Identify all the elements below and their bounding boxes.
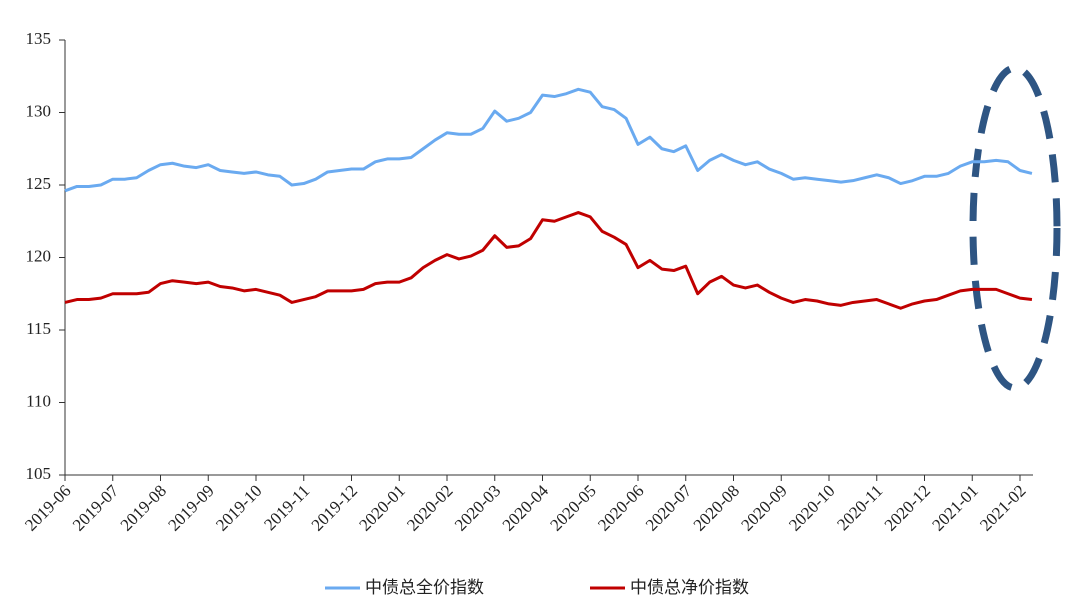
x-tick-label: 2020-11 xyxy=(833,481,886,534)
x-tick-label: 2020-08 xyxy=(690,481,744,535)
x-tick-label: 2020-03 xyxy=(451,481,505,535)
y-tick-label: 130 xyxy=(26,101,52,120)
series-line xyxy=(64,211,1033,310)
y-tick-label: 120 xyxy=(26,246,52,265)
highlight-ellipse xyxy=(969,64,1061,392)
y-tick-label: 115 xyxy=(26,319,51,338)
x-tick-label: 2019-10 xyxy=(212,481,266,535)
x-tick-label: 2020-04 xyxy=(499,481,553,535)
x-tick-label: 2019-12 xyxy=(308,481,362,535)
y-tick-label: 135 xyxy=(26,29,52,48)
series-line xyxy=(64,87,1033,193)
x-tick-label: 2020-12 xyxy=(881,481,935,535)
y-tick-label: 105 xyxy=(26,464,52,483)
x-tick-label: 2019-08 xyxy=(117,481,171,535)
x-tick-label: 2020-02 xyxy=(403,481,457,535)
legend-label: 中债总全价指数 xyxy=(365,578,484,598)
x-tick-label: 2020-07 xyxy=(642,481,696,535)
x-tick-label: 2020-05 xyxy=(546,481,600,535)
x-tick-label: 2020-09 xyxy=(737,481,791,535)
legend: 中债总全价指数 中债总净价指数 xyxy=(325,578,749,598)
x-tick-label: 2019-09 xyxy=(164,481,218,535)
x-tick-label: 2020-01 xyxy=(355,481,409,535)
x-tick-label: 2019-11 xyxy=(260,481,313,534)
y-tick-label: 110 xyxy=(26,391,51,410)
y-tick-label: 125 xyxy=(26,174,52,193)
legend-label: 中债总净价指数 xyxy=(630,578,749,598)
x-tick-label: 2019-06 xyxy=(21,481,75,535)
x-tick-label: 2019-07 xyxy=(69,481,123,535)
x-tick-label: 2020-06 xyxy=(594,481,648,535)
x-tick-label: 2021-02 xyxy=(976,481,1030,535)
x-tick-label: 2020-10 xyxy=(785,481,839,535)
x-tick-label: 2021-01 xyxy=(928,481,982,535)
